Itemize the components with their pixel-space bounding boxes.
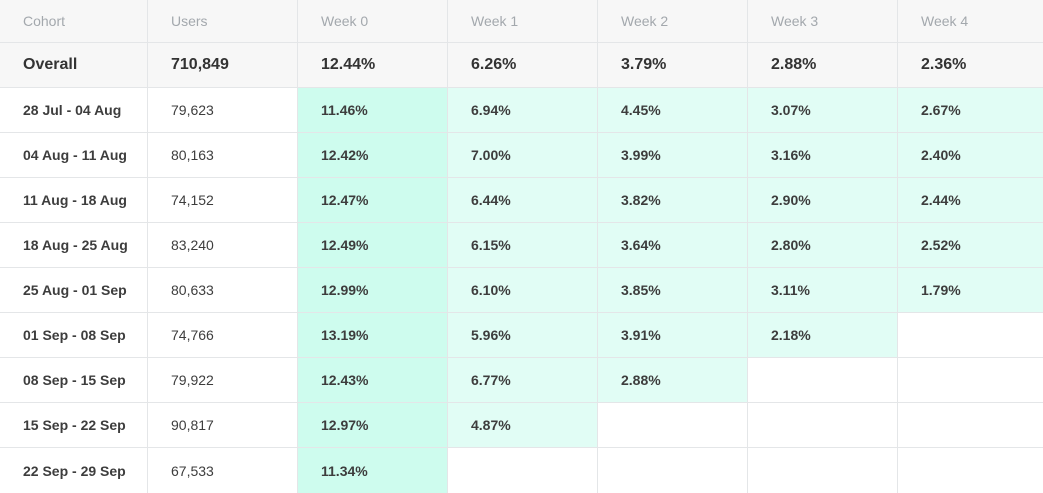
retention-cell-week-0: 12.47% [298, 178, 448, 222]
retention-cell-week-1: 4.87% [448, 403, 598, 447]
retention-cell-week-0: 11.34% [298, 448, 448, 493]
cohort-users: 90,817 [148, 403, 298, 447]
overall-week-1: 6.26% [448, 43, 598, 87]
cohort-label: 22 Sep - 29 Sep [0, 448, 148, 493]
retention-cell-week-4-empty [898, 403, 1043, 447]
overall-week-0: 12.44% [298, 43, 448, 87]
retention-cell-week-2-empty [598, 448, 748, 493]
table-row[interactable]: 11 Aug - 18 Aug 74,152 12.47% 6.44% 3.82… [0, 178, 1043, 223]
retention-cell-week-2: 3.99% [598, 133, 748, 177]
retention-cell-week-4: 1.79% [898, 268, 1043, 312]
retention-cell-week-0: 12.43% [298, 358, 448, 402]
cohort-label: 04 Aug - 11 Aug [0, 133, 148, 177]
retention-cell-week-0: 11.46% [298, 88, 448, 132]
retention-cell-week-2: 3.91% [598, 313, 748, 357]
retention-cell-week-1: 6.15% [448, 223, 598, 267]
retention-cell-week-4: 2.40% [898, 133, 1043, 177]
retention-cell-week-4: 2.52% [898, 223, 1043, 267]
retention-cell-week-4-empty [898, 358, 1043, 402]
cohort-users: 80,163 [148, 133, 298, 177]
retention-cell-week-3-empty [748, 358, 898, 402]
column-header-week-2[interactable]: Week 2 [598, 0, 748, 42]
cohort-users: 74,766 [148, 313, 298, 357]
cohort-label: 28 Jul - 04 Aug [0, 88, 148, 132]
table-row[interactable]: 04 Aug - 11 Aug 80,163 12.42% 7.00% 3.99… [0, 133, 1043, 178]
retention-cell-week-4-empty [898, 448, 1043, 493]
retention-cell-week-3: 2.80% [748, 223, 898, 267]
retention-cell-week-2: 3.64% [598, 223, 748, 267]
retention-cell-week-1: 6.77% [448, 358, 598, 402]
retention-cell-week-3: 3.16% [748, 133, 898, 177]
overall-week-2: 3.79% [598, 43, 748, 87]
retention-cell-week-3: 2.18% [748, 313, 898, 357]
retention-cell-week-3-empty [748, 448, 898, 493]
retention-cell-week-1: 7.00% [448, 133, 598, 177]
table-row[interactable]: 22 Sep - 29 Sep 67,533 11.34% [0, 448, 1043, 493]
retention-cell-week-3-empty [748, 403, 898, 447]
cohort-users: 80,633 [148, 268, 298, 312]
cohort-label: 15 Sep - 22 Sep [0, 403, 148, 447]
cohort-users: 67,533 [148, 448, 298, 493]
cohort-users: 79,623 [148, 88, 298, 132]
overall-row: Overall 710,849 12.44% 6.26% 3.79% 2.88%… [0, 43, 1043, 88]
overall-week-4: 2.36% [921, 56, 967, 73]
retention-cell-week-4-empty [898, 313, 1043, 357]
column-header-week-1[interactable]: Week 1 [448, 0, 598, 42]
retention-cell-week-0: 12.97% [298, 403, 448, 447]
table-row[interactable]: 28 Jul - 04 Aug 79,623 11.46% 6.94% 4.45… [0, 88, 1043, 133]
retention-cell-week-3: 3.07% [748, 88, 898, 132]
retention-cell-week-1: 6.10% [448, 268, 598, 312]
retention-cell-week-2: 3.82% [598, 178, 748, 222]
retention-cell-week-0: 12.42% [298, 133, 448, 177]
retention-cell-week-2: 2.88% [598, 358, 748, 402]
retention-cell-week-2-empty [598, 403, 748, 447]
retention-cell-week-0: 12.99% [298, 268, 448, 312]
retention-cell-week-3: 2.90% [748, 178, 898, 222]
overall-week-3: 2.88% [748, 43, 898, 87]
retention-cell-week-0: 13.19% [298, 313, 448, 357]
cohort-label: 25 Aug - 01 Sep [0, 268, 148, 312]
cohort-label: 01 Sep - 08 Sep [0, 313, 148, 357]
table-row[interactable]: 15 Sep - 22 Sep 90,817 12.97% 4.87% [0, 403, 1043, 448]
overall-label: Overall [0, 43, 148, 87]
cohort-label: 11 Aug - 18 Aug [0, 178, 148, 222]
column-header-users[interactable]: Users [148, 0, 298, 42]
table-row[interactable]: 18 Aug - 25 Aug 83,240 12.49% 6.15% 3.64… [0, 223, 1043, 268]
retention-cell-week-4: 2.67% [898, 88, 1043, 132]
column-header-week-0[interactable]: Week 0 [298, 0, 448, 42]
cohort-label: 18 Aug - 25 Aug [0, 223, 148, 267]
overall-users: 710,849 [148, 43, 298, 87]
table-row[interactable]: 25 Aug - 01 Sep 80,633 12.99% 6.10% 3.85… [0, 268, 1043, 313]
retention-cell-week-2: 3.85% [598, 268, 748, 312]
cohort-users: 83,240 [148, 223, 298, 267]
retention-cell-week-1: 5.96% [448, 313, 598, 357]
table-row[interactable]: 01 Sep - 08 Sep 74,766 13.19% 5.96% 3.91… [0, 313, 1043, 358]
retention-cell-week-1: 6.44% [448, 178, 598, 222]
retention-cell-week-0: 12.49% [298, 223, 448, 267]
retention-cell-week-4: 2.44% [898, 178, 1043, 222]
retention-cell-week-2: 4.45% [598, 88, 748, 132]
table-row[interactable]: 08 Sep - 15 Sep 79,922 12.43% 6.77% 2.88… [0, 358, 1043, 403]
cohort-users: 79,922 [148, 358, 298, 402]
retention-cell-week-1: 6.94% [448, 88, 598, 132]
cohort-label: 08 Sep - 15 Sep [0, 358, 148, 402]
retention-cell-week-3: 3.11% [748, 268, 898, 312]
column-header-week-3[interactable]: Week 3 [748, 0, 898, 42]
column-header-cohort[interactable]: Cohort [0, 0, 148, 42]
column-header-week-4[interactable]: Week 4 [921, 13, 969, 29]
table-header-row: Cohort Users Week 0 Week 1 Week 2 Week 3… [0, 0, 1043, 43]
retention-cell-week-1-empty [448, 448, 598, 493]
cohort-users: 74,152 [148, 178, 298, 222]
